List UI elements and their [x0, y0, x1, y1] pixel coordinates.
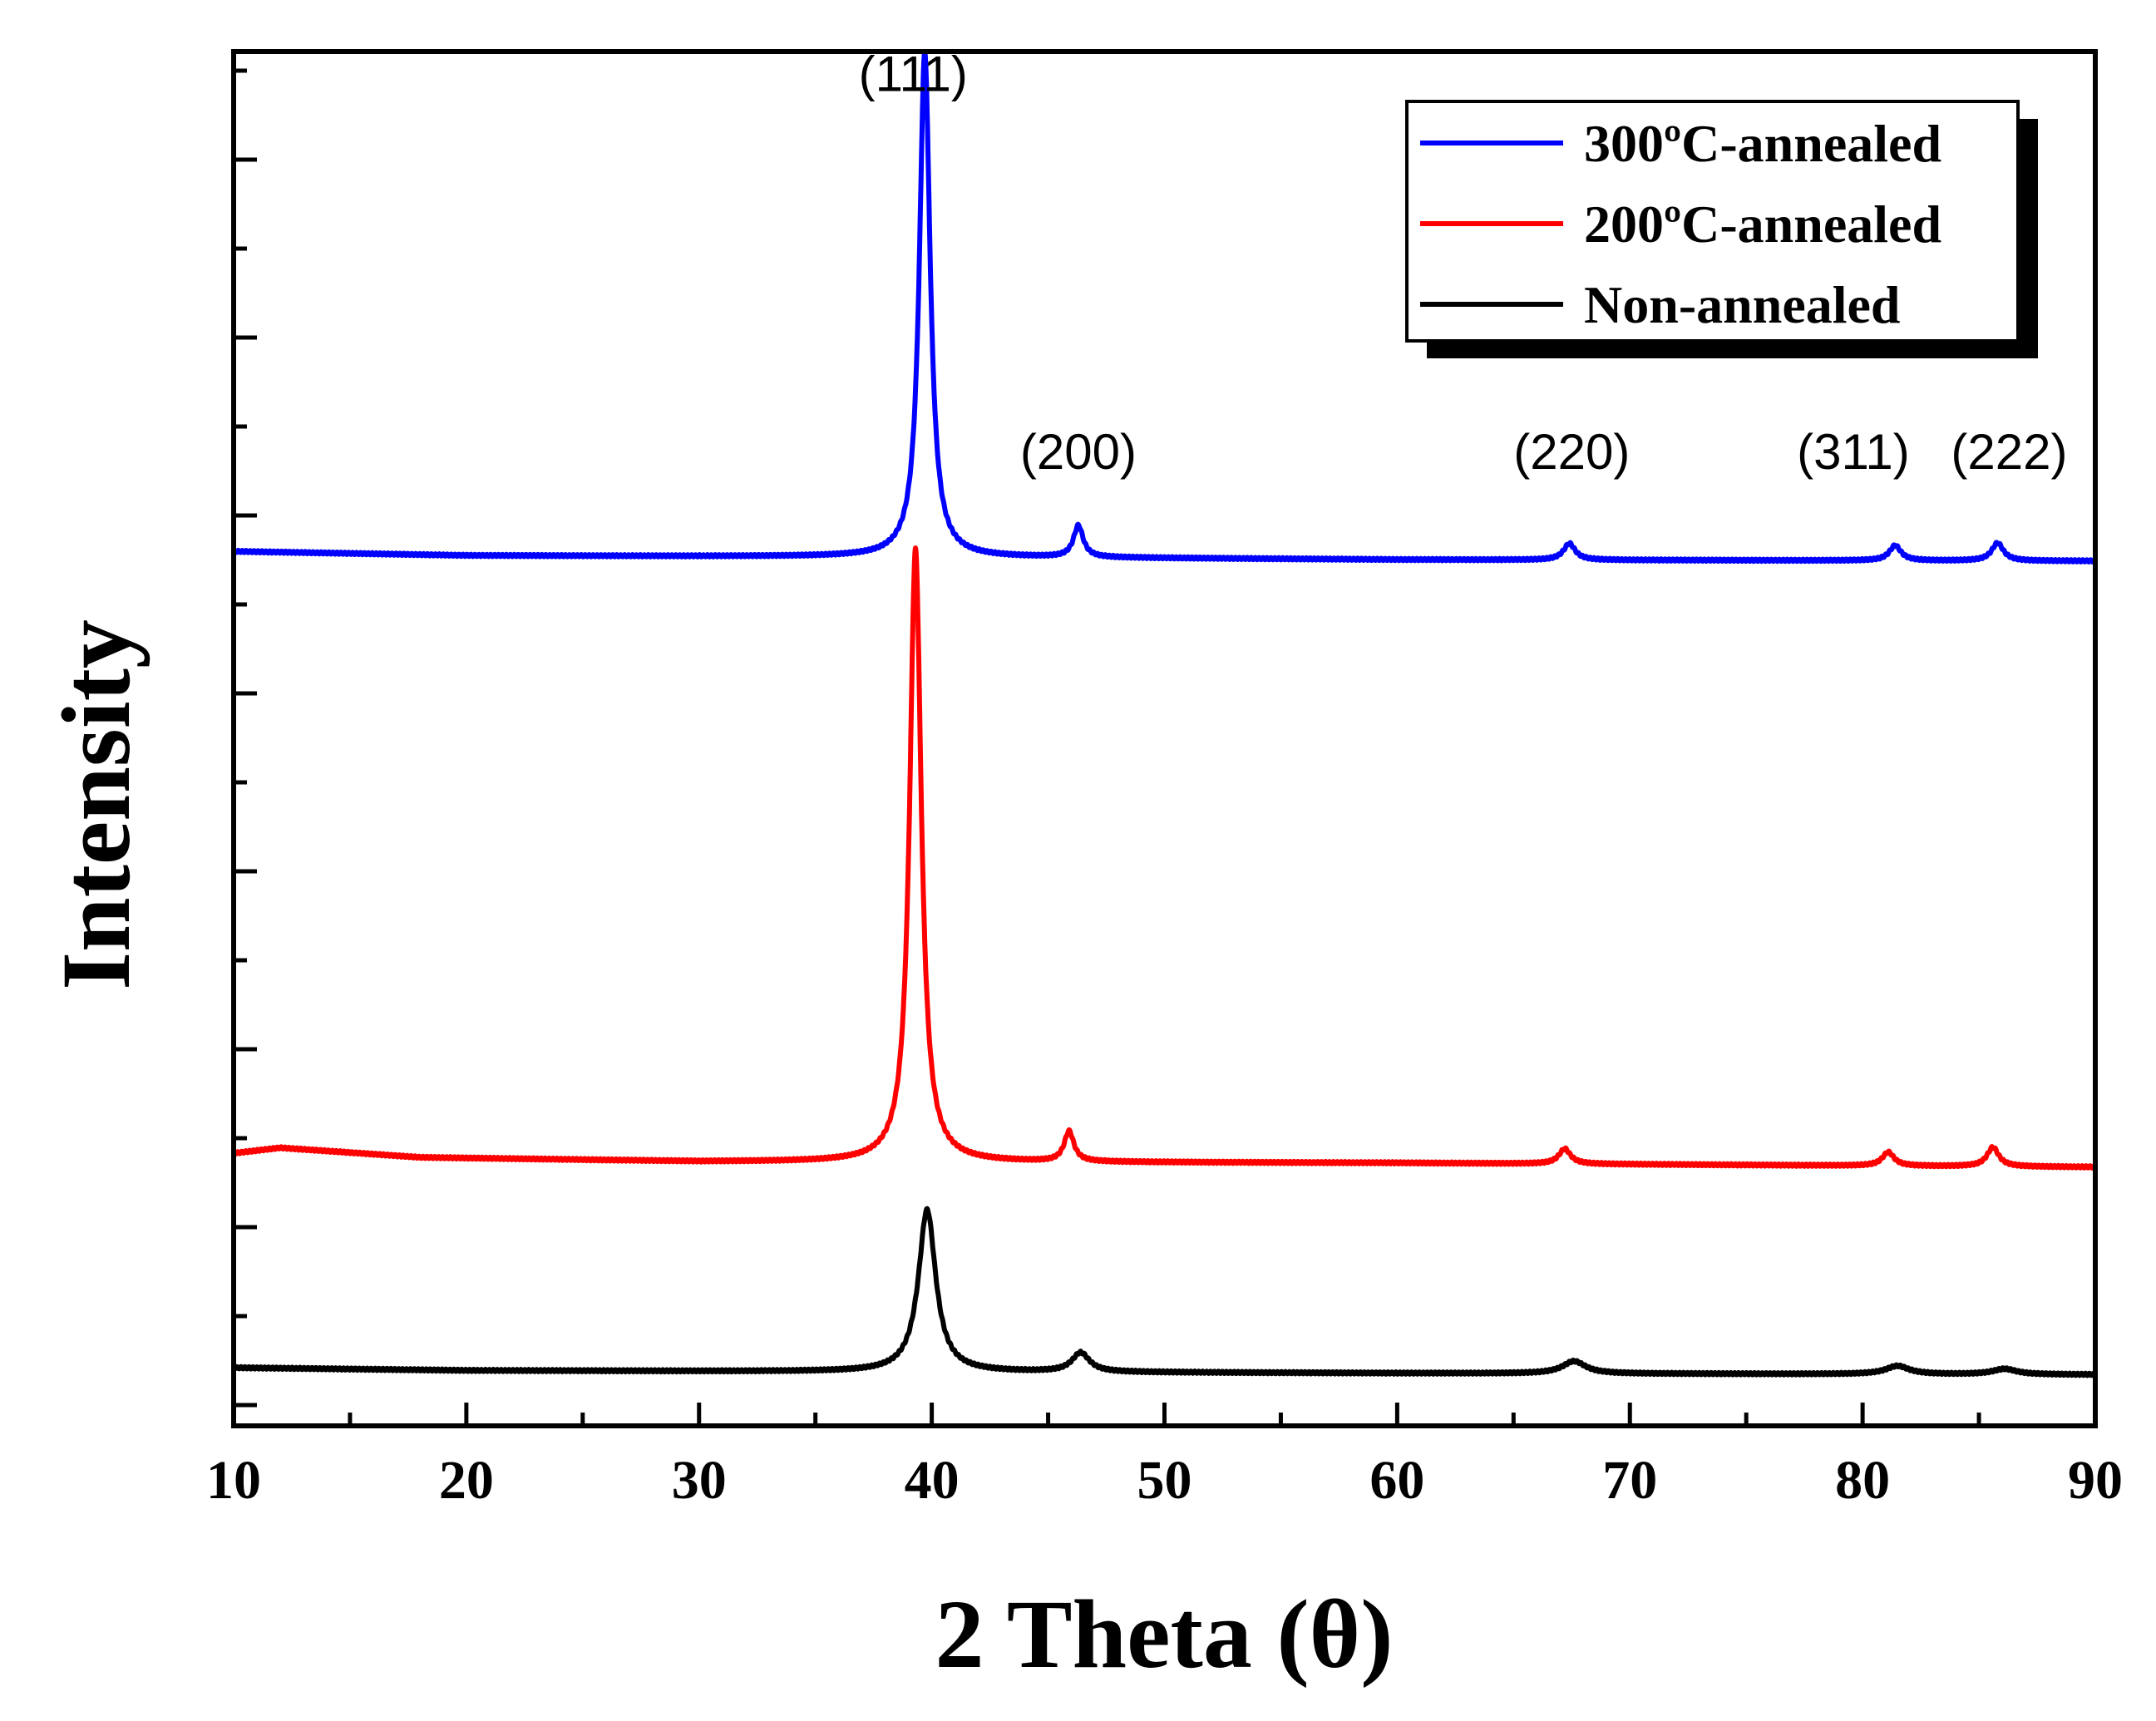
legend-entries: 300ºC-annealed 200ºC-annealed Non-annealed: [1420, 114, 1941, 334]
x-axis: 10 20 30 40 50 60 70 80 90: [206, 1403, 2123, 1511]
series-layer: [231, 49, 2098, 1378]
x-tick-label: 40: [905, 1450, 960, 1511]
legend: 300ºC-annealed 200ºC-annealed Non-annealed: [1405, 100, 2038, 358]
peak-label: (222): [1951, 424, 2067, 480]
peak-label: (200): [1020, 424, 1137, 480]
series-line-200-c-annealed: [231, 545, 2098, 1171]
y-axis-title: Intensity: [42, 619, 150, 990]
x-tick-label: 50: [1137, 1450, 1192, 1511]
x-tick-label: 90: [2068, 1450, 2123, 1511]
x-tick-label: 80: [1835, 1450, 1890, 1511]
legend-label: 200ºC-annealed: [1584, 195, 1941, 254]
peak-label: (220): [1513, 424, 1630, 480]
peak-label: (311): [1797, 424, 1910, 480]
series-line-non-annealed: [231, 1206, 2098, 1378]
legend-label: Non-annealed: [1584, 275, 1901, 334]
peak-label-layer: (111) (200) (220) (311) (222): [859, 46, 2068, 480]
x-tick-label: 20: [439, 1450, 494, 1511]
x-tick-label: 60: [1369, 1450, 1424, 1511]
x-tick-label: 30: [672, 1450, 727, 1511]
x-axis-title: 2 Theta (θ): [935, 1580, 1393, 1689]
legend-label: 300ºC-annealed: [1584, 114, 1941, 173]
y-axis: [234, 68, 257, 1408]
series-line-300-c-annealed: [231, 49, 2098, 565]
x-tick-label: 10: [206, 1450, 261, 1511]
peak-label: (111): [859, 46, 968, 101]
x-tick-label: 70: [1602, 1450, 1657, 1511]
